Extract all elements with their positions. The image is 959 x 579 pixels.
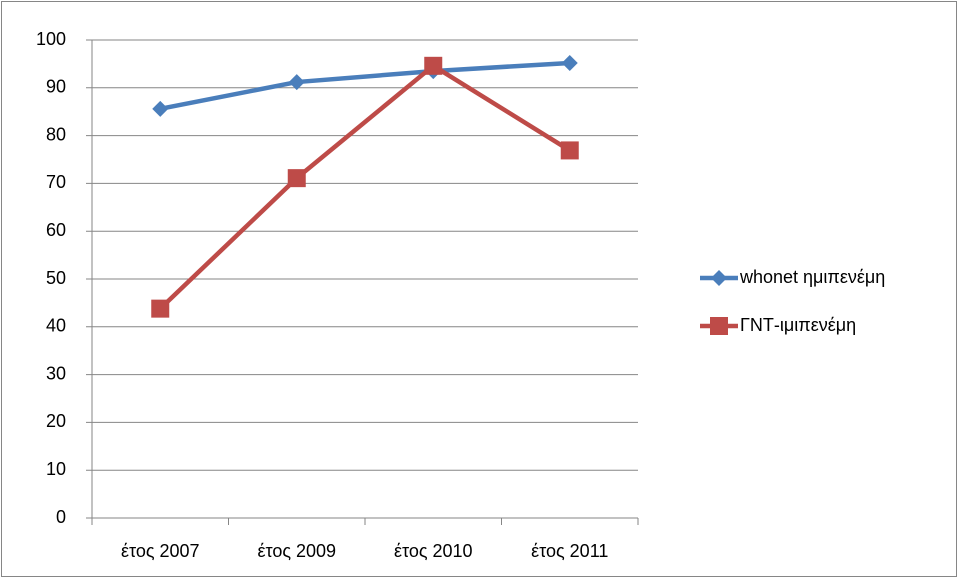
- series-line: [159, 60, 570, 112]
- y-tick-label: 50: [46, 268, 66, 288]
- y-tick-label: 70: [46, 172, 66, 192]
- marker: [561, 54, 578, 71]
- marker: [152, 100, 169, 117]
- y-tick-label: 60: [46, 220, 66, 240]
- marker: [151, 299, 170, 318]
- marker: [424, 56, 443, 75]
- y-tick-label: 80: [46, 124, 66, 144]
- marker: [710, 317, 728, 335]
- y-tick-label: 20: [46, 411, 66, 431]
- x-tick-label: έτος 2007: [121, 541, 200, 561]
- marker: [287, 169, 306, 188]
- marker: [711, 270, 727, 286]
- y-tick-label: 90: [46, 77, 66, 97]
- y-tick-label: 0: [56, 507, 66, 527]
- y-tick-label: 100: [36, 29, 66, 49]
- y-tick-label: 10: [46, 459, 66, 479]
- legend-label: ΓΝΤ-ιμιπενέμη: [740, 315, 856, 335]
- x-tick-label: έτος 2011: [531, 541, 608, 561]
- marker: [560, 141, 579, 160]
- y-tick-label: 30: [46, 363, 66, 383]
- x-tick-label: έτος 2010: [394, 541, 473, 561]
- x-tick-label: έτος 2009: [257, 541, 336, 561]
- series-line: [158, 63, 571, 311]
- y-tick-label: 40: [46, 316, 66, 336]
- legend-label: whonet ημιπενέμη: [739, 267, 885, 287]
- marker: [288, 74, 305, 91]
